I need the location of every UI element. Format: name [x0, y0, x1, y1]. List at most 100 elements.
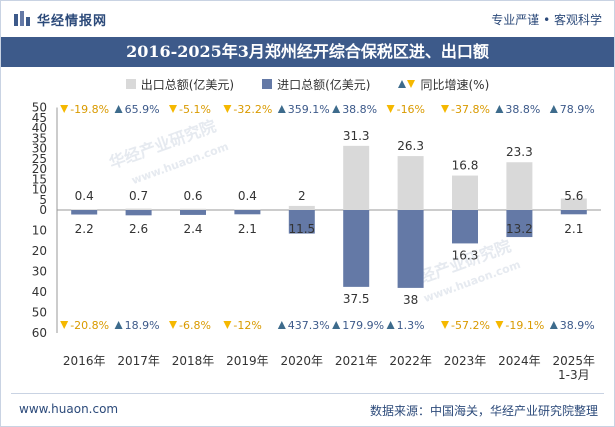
import-bar [125, 210, 152, 216]
export-bar [71, 209, 98, 210]
export-growth-label: 38.8% [342, 103, 377, 116]
legend-import-label: 进口总额(亿美元) [277, 77, 371, 92]
import-bar [288, 210, 315, 234]
export-value-label: 26.3 [397, 139, 424, 153]
import-value-label: 2.6 [129, 222, 148, 236]
x-tick-label: 2020年 [281, 354, 324, 368]
export-bar [288, 205, 315, 210]
import-bar [397, 210, 424, 288]
y-tick-label: 0 [39, 203, 47, 217]
export-value-label: 0.6 [183, 189, 202, 203]
y-tick-label: 40 [32, 285, 47, 299]
import-growth-up-icon [386, 321, 395, 329]
legend-export-label: 出口总额(亿美元) [140, 77, 235, 92]
export-bar [452, 175, 478, 210]
import-growth-label: 38.9% [560, 319, 595, 332]
import-bar [560, 210, 587, 215]
import-growth-down-icon [441, 321, 449, 329]
import-value-label: 11.5 [288, 222, 315, 236]
x-tick-label: 2021年 [335, 354, 378, 368]
export-growth-label: 38.8% [505, 103, 540, 116]
import-growth-label: 18.9% [125, 319, 160, 332]
import-bar [343, 210, 370, 287]
export-value-label: 0.4 [238, 189, 257, 203]
y-tick-label: 10 [32, 224, 47, 238]
import-value-label: 13.2 [506, 222, 533, 236]
x-tick-label: 1-3月 [558, 368, 590, 382]
legend-growth: 同比增速(%) [398, 76, 489, 93]
legend-export-swatch [125, 79, 136, 89]
import-value-label: 2.2 [75, 222, 94, 236]
export-growth-label: 65.9% [125, 103, 160, 116]
y-tick-label: 50 [32, 306, 47, 320]
import-bar [234, 210, 261, 215]
export-growth-up-icon [495, 105, 504, 113]
export-growth-down-icon [60, 105, 69, 113]
x-tick-label: 2024年 [498, 354, 541, 368]
import-growth-label: -19.1% [505, 319, 544, 332]
x-tick-label: 2018年 [172, 354, 215, 368]
import-growth-up-icon [549, 321, 558, 329]
export-growth-label: 78.9% [560, 103, 595, 116]
import-value-label: 38 [403, 293, 418, 307]
chart-title: 2016-2025年3月郑州经开综合保税区进、出口额 [1, 37, 614, 67]
y-tick-label: 5 [39, 193, 47, 207]
brand-logo-icon [14, 11, 30, 26]
export-bar [397, 156, 424, 210]
x-tick-label: 2019年 [226, 354, 269, 368]
import-growth-down-icon [60, 321, 69, 329]
export-growth-down-icon [169, 105, 177, 113]
export-growth-up-icon [332, 105, 341, 113]
import-bar [506, 210, 533, 238]
export-bar [343, 145, 370, 210]
export-bar [560, 198, 587, 210]
y-tick-label: 20 [32, 162, 47, 176]
x-tick-label: 2025年 [553, 354, 596, 368]
import-growth-label: -12% [233, 319, 261, 332]
export-growth-label: -5.1% [179, 103, 211, 116]
import-growth-down-icon [223, 321, 232, 329]
export-value-label: 16.8 [452, 159, 479, 173]
import-bar [71, 210, 98, 215]
y-tick-label: 60 [32, 326, 47, 340]
import-growth-up-icon [277, 321, 286, 329]
y-tick-label: 15 [32, 172, 47, 186]
x-tick-label: 2022年 [389, 354, 432, 368]
export-value-label: 0.7 [129, 189, 148, 203]
export-growth-label: -32.2% [233, 103, 272, 116]
export-bar [234, 209, 261, 210]
chart-plot: 504540353025201510501020304050600.42.2-1… [32, 101, 601, 382]
down-triangle-icon [407, 80, 416, 88]
export-value-label: 0.4 [75, 189, 94, 203]
export-growth-up-icon [277, 105, 286, 113]
y-tick-label: 25 [32, 152, 47, 166]
brand-logo: 华经情报网 [13, 9, 107, 29]
export-growth-label: 359.1% [288, 103, 330, 116]
import-value-label: 2.1 [238, 222, 257, 236]
import-growth-label: 179.9% [342, 319, 384, 332]
y-tick-label: 35 [32, 131, 47, 145]
import-growth-label: -20.8% [70, 319, 109, 332]
export-growth-down-icon [386, 105, 395, 113]
export-growth-label: -37.8% [451, 103, 490, 116]
import-growth-label: 437.3% [288, 319, 330, 332]
import-growth-label: 1.3% [397, 319, 425, 332]
import-growth-up-icon [114, 321, 123, 329]
y-tick-label: 50 [32, 101, 47, 115]
y-tick-label: 30 [32, 265, 47, 279]
brand-name: 华经情报网 [37, 13, 108, 29]
import-value-label: 2.1 [564, 222, 583, 236]
export-bar [125, 208, 152, 210]
footer-source: 数据来源：中国海关，华经产业研究院整理 [369, 404, 598, 418]
legend-import-swatch [262, 79, 273, 89]
export-value-label: 31.3 [343, 129, 370, 143]
import-bar [452, 210, 478, 244]
x-tick-label: 2016年 [63, 354, 106, 368]
top-bar: 华经情报网 专业严谨 • 客观科学 [1, 1, 614, 37]
export-growth-label: -19.8% [70, 103, 109, 116]
export-bar [506, 162, 533, 210]
import-growth-down-icon [495, 321, 504, 329]
up-triangle-icon [398, 80, 407, 88]
y-tick-label: 30 [32, 142, 47, 156]
